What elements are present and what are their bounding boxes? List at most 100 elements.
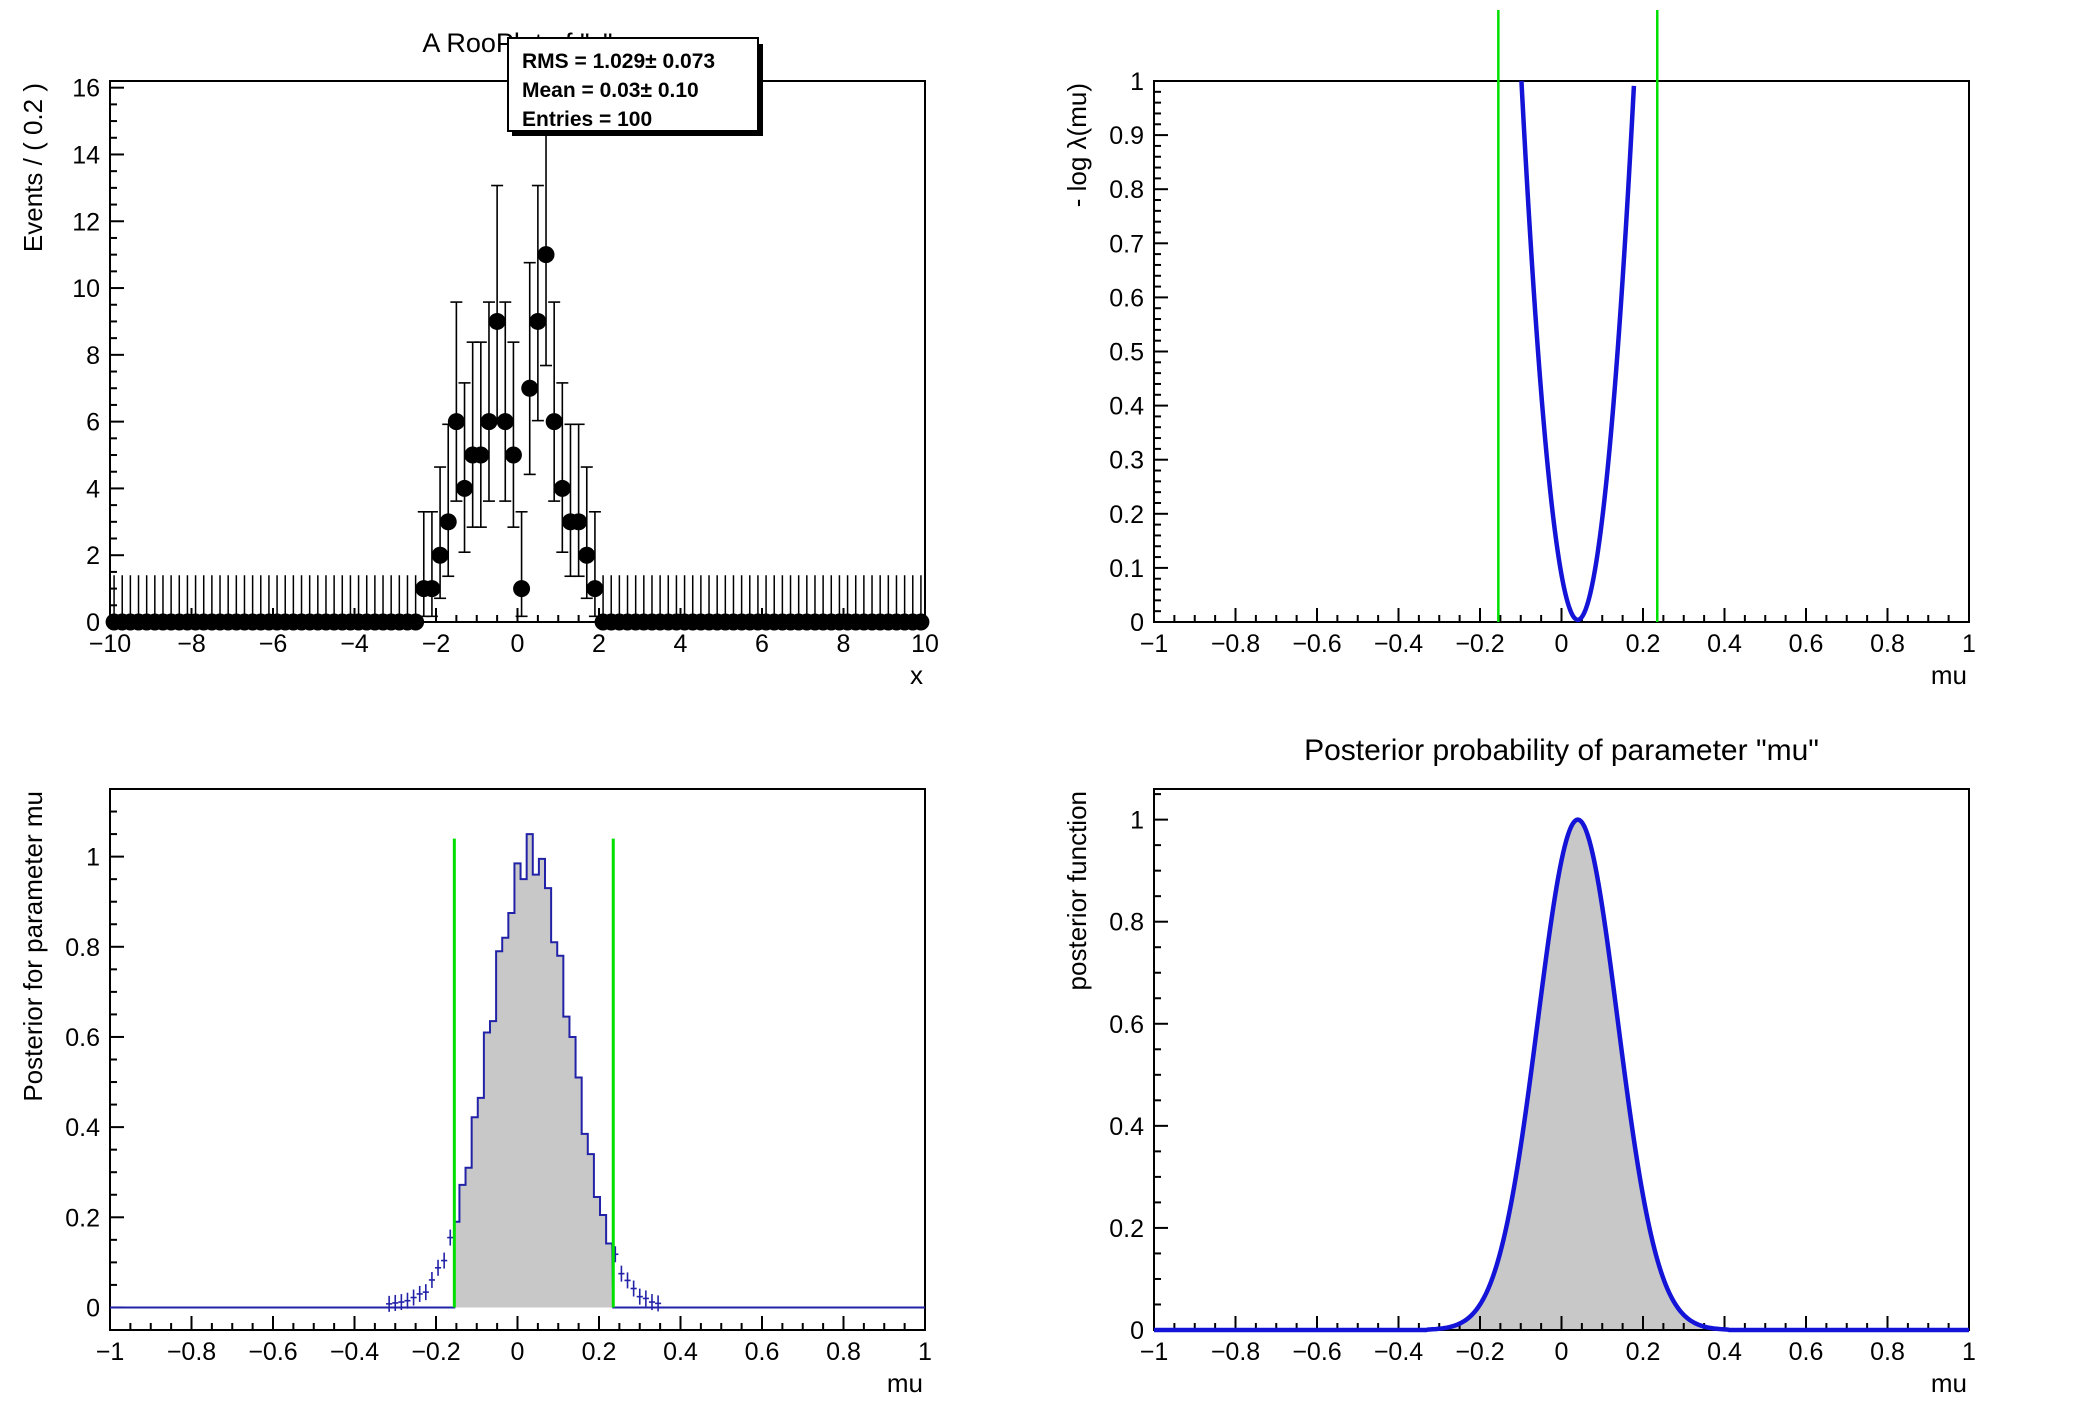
y-tick-label: 0.4: [1109, 393, 1144, 421]
pad-title: Posterior probability of parameter "mu": [1304, 734, 1819, 767]
y-axis: 0 2 4 6 8 10 12 14 16 Events / ( 0.2 ): [18, 75, 124, 637]
y-tick-label: 0.8: [1109, 909, 1144, 937]
y-tick-label: 6: [86, 409, 100, 437]
x-tick-label: 8: [837, 630, 851, 658]
y-axis: 0 0.2 0.4 0.6 0.8 1 Posterior for parameter mu: [18, 788, 124, 1331]
y-tick-label: 0.6: [1109, 284, 1144, 312]
data-marker: [553, 479, 571, 497]
x-axis-title: mu: [887, 1368, 923, 1398]
y-tick-label: 0.4: [1109, 1113, 1144, 1141]
posterior-steps: [110, 833, 925, 1309]
posterior-smooth-chart: −1 −0.8 −0.6 −0.4 −0.2 0 0.2 0.4 0.6 0.8 1mu00.20.…: [1062, 734, 1976, 1398]
y-tick-label: 14: [72, 141, 100, 169]
y-tick-label: 8: [86, 342, 100, 370]
x-tick-label: 0: [1555, 1338, 1569, 1366]
data-marker: [488, 312, 506, 330]
pad-posterior-smooth: −1 −0.8 −0.6 −0.4 −0.2 0 0.2 0.4 0.6 0.8 1 mu 0 0.2 0.…: [1044, 708, 2088, 1416]
y-tick-label: 0.8: [65, 934, 100, 962]
axes: −1 −0.8 −0.6 −0.4 −0.2 0 0.2 0.4 0.6 0.8 1mu00.20.…: [18, 788, 932, 1398]
data-marker: [472, 446, 490, 464]
posterior-hist-chart: −1 −0.8 −0.6 −0.4 −0.2 0 0.2 0.4 0.6 0.8 1mu00.20.…: [18, 788, 932, 1398]
likelihood-chart: −1 −0.8 −0.6 −0.4 −0.2 0 0.2 0.4 0.6 0.8 1mu00.10.…: [1062, 10, 1976, 690]
likelihood-curve: [1519, 80, 1637, 623]
x-tick-label: 0.6: [1789, 630, 1824, 658]
y-tick-label: 0.5: [1109, 339, 1144, 367]
data-marker: [513, 580, 531, 598]
y-tick-label: 0.9: [1109, 122, 1144, 150]
posterior-fill: [1154, 819, 1969, 1330]
y-tick-label: 0.8: [1109, 176, 1144, 204]
y-tick-label: 0.2: [1109, 1215, 1144, 1243]
y-axis-title: Events / ( 0.2 ): [18, 83, 48, 252]
x-tick-label: −10: [89, 630, 131, 658]
x-tick-label: 0.2: [1626, 1338, 1661, 1366]
y-tick-label: 1: [1130, 68, 1144, 96]
x-axis: −1 −0.8 −0.6 −0.4 −0.2 0 0.2 0.4 0.6 0.8 1mu: [96, 1316, 932, 1398]
x-tick-label: −1: [1140, 630, 1169, 658]
x-tick-label: −4: [340, 630, 369, 658]
data-marker: [570, 513, 588, 531]
y-tick-label: 1: [86, 844, 100, 872]
y-tick-label: 0: [86, 609, 100, 637]
x-axis-title: x: [910, 660, 923, 690]
y-tick-label: 0.1: [1109, 555, 1144, 583]
x-tick-label: 0: [511, 1338, 525, 1366]
x-tick-label: 6: [755, 630, 769, 658]
x-tick-label: 0.4: [1707, 1338, 1742, 1366]
posterior-curve: [1154, 817, 1969, 1333]
y-tick-label: 0: [1130, 609, 1144, 637]
y-tick-label: 0.4: [65, 1114, 100, 1142]
y-axis-title: - log λ(mu): [1062, 83, 1092, 207]
x-tick-label: −6: [259, 630, 288, 658]
x-tick-label: 0.2: [582, 1338, 617, 1366]
x-tick-label: 0.4: [1707, 630, 1742, 658]
x-tick-label: 0.6: [1789, 1338, 1824, 1366]
x-tick-label: −0.4: [1374, 1338, 1423, 1366]
x-tick-label: 1: [918, 1338, 932, 1366]
x-tick-label: 0.6: [745, 1338, 780, 1366]
plot-frame: [1153, 80, 1970, 623]
x-axis-title: mu: [1931, 1368, 1967, 1398]
data-marker: [447, 413, 465, 431]
x-tick-label: −0.2: [1455, 630, 1504, 658]
data-marker: [545, 413, 563, 431]
x-tick-label: −0.4: [330, 1338, 379, 1366]
y-tick-label: 1: [1130, 807, 1144, 835]
y-tick-label: 0.2: [65, 1204, 100, 1232]
x-axis-title: mu: [1931, 660, 1967, 690]
x-tick-label: 0.4: [663, 1338, 698, 1366]
x-tick-label: 0.8: [1870, 1338, 1905, 1366]
y-tick-label: 16: [72, 75, 100, 103]
y-tick-label: 10: [72, 275, 100, 303]
data-marker: [529, 312, 547, 330]
stats-line: RMS = 1.029± 0.073: [522, 50, 715, 73]
data-marker: [496, 413, 514, 431]
y-tick-label: 0.7: [1109, 230, 1144, 258]
data-marker: [586, 580, 604, 598]
y-tick-label: 4: [86, 475, 100, 503]
data-marker: [578, 546, 596, 564]
x-tick-label: 0: [1555, 630, 1569, 658]
y-tick-label: 0.2: [1109, 501, 1144, 529]
data-marker: [431, 546, 449, 564]
y-tick-label: 0: [86, 1294, 100, 1322]
y-tick-label: 2: [86, 542, 100, 570]
x-tick-label: 0.8: [826, 1338, 861, 1366]
x-tick-label: −8: [177, 630, 206, 658]
pad-rooplot: −10 −8 −6 −4 −2 0 2 4 6 8 10 x 0 2 4 6 8 10 12 14 16 Events /…: [0, 0, 1044, 708]
y-axis-title: posterior function: [1062, 791, 1092, 990]
data-marker: [423, 580, 441, 598]
x-tick-label: −0.4: [1374, 630, 1423, 658]
data-marker: [521, 379, 539, 397]
axes: −1 −0.8 −0.6 −0.4 −0.2 0 0.2 0.4 0.6 0.8 1mu00.10.…: [1062, 68, 1976, 690]
data-marker: [480, 413, 498, 431]
y-axis-title: Posterior for parameter mu: [18, 791, 48, 1102]
data-marker: [456, 479, 474, 497]
x-tick-label: 10: [911, 630, 939, 658]
pad-posterior-hist: −1 −0.8 −0.6 −0.4 −0.2 0 0.2 0.4 0.6 0.8 1 mu 0 0.2 0.…: [0, 708, 1044, 1416]
x-tick-label: −1: [1140, 1338, 1169, 1366]
x-tick-label: −0.2: [1455, 1338, 1504, 1366]
y-tick-label: 0.6: [1109, 1011, 1144, 1039]
x-tick-label: −0.6: [248, 1338, 297, 1366]
